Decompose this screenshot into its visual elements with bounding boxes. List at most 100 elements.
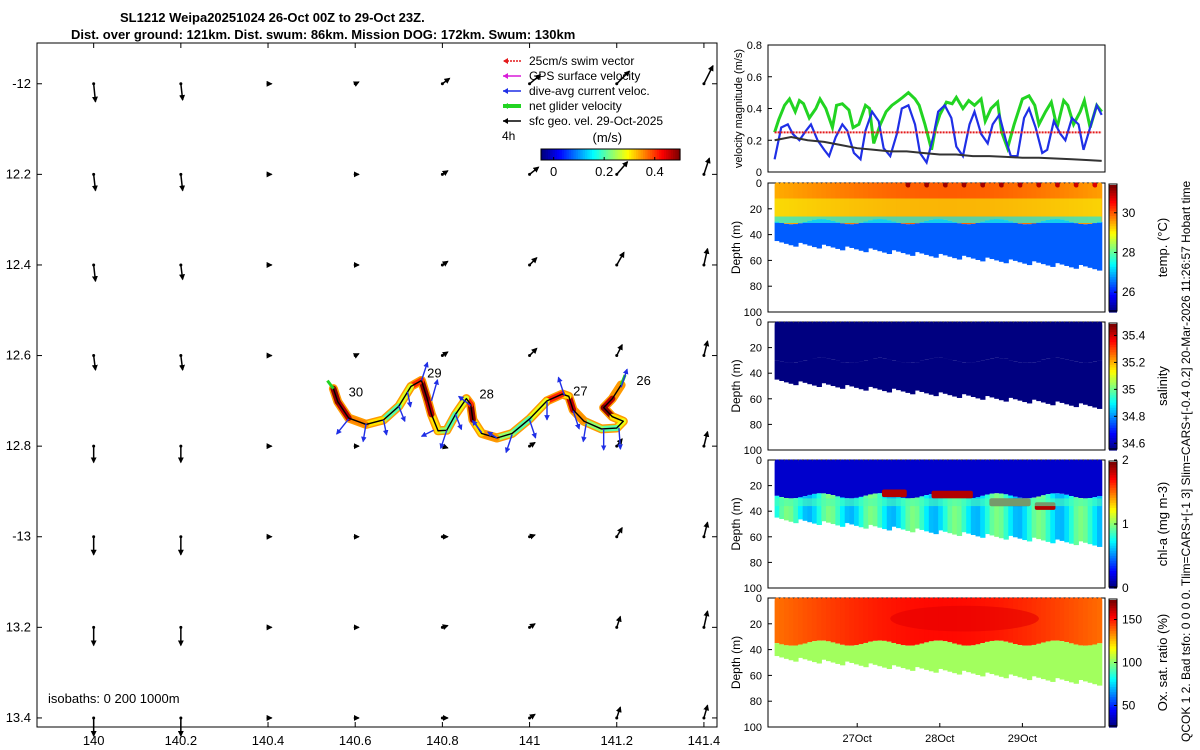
surface-sample — [830, 321, 836, 327]
surface-sample — [835, 597, 841, 603]
colorbar-cell — [1109, 195, 1117, 199]
section-y-tick-label: 60 — [750, 670, 762, 682]
surface-sample — [1073, 459, 1079, 465]
section-cell — [896, 644, 902, 667]
section-cell — [1092, 324, 1098, 362]
surface-sample — [928, 459, 935, 465]
surface-sample — [896, 459, 902, 465]
section-cell — [788, 462, 794, 499]
geo-velocity-origin — [92, 263, 96, 267]
section-cell — [1017, 324, 1023, 363]
section-cell — [844, 362, 850, 386]
section-cell — [849, 324, 855, 363]
colorbar-cell — [1109, 494, 1117, 498]
section-cell — [984, 359, 991, 397]
colorbar-cell — [1109, 434, 1117, 438]
colorbar-tick-label: 35 — [1122, 382, 1136, 396]
colorbar-cell — [1109, 444, 1117, 449]
surface-sample — [933, 597, 939, 603]
section-cell — [886, 359, 893, 393]
section-cell — [998, 640, 1005, 677]
section-cell — [933, 357, 939, 397]
section-cell — [947, 642, 953, 672]
section-cell — [788, 324, 794, 363]
section-cell — [1012, 222, 1019, 261]
geo-velocity-arrow — [179, 264, 186, 281]
colorbar-cell — [612, 149, 616, 160]
section-cell — [811, 600, 818, 642]
section-cell — [966, 498, 972, 534]
surface-sample — [1031, 459, 1037, 465]
colorbar-tick-label: 35.2 — [1122, 355, 1146, 369]
section-cell — [900, 645, 907, 669]
section-cell — [1003, 358, 1009, 402]
legend-label: sfc geo. vel. 29-Oct-2025 — [529, 114, 663, 128]
section-cell — [779, 361, 785, 381]
colorbar-cell — [1109, 522, 1117, 526]
section-cell — [779, 644, 785, 658]
section-cell — [1078, 645, 1084, 681]
colorbar-cell — [1109, 577, 1117, 582]
surface-sample — [919, 597, 925, 603]
surface-sample — [802, 182, 808, 188]
section-cell — [1087, 498, 1093, 545]
colorbar-cell — [1109, 394, 1117, 398]
section-cell — [788, 645, 794, 661]
surface-sample — [1050, 182, 1056, 188]
legend-arrowhead — [503, 58, 508, 64]
section-cell — [816, 493, 822, 525]
map-x-tick-label: 140.2 — [165, 733, 198, 748]
colorbar-cell — [1109, 683, 1117, 687]
colorbar-cell — [1109, 218, 1117, 222]
surface-sample — [835, 321, 841, 327]
colorbar-cell — [1109, 296, 1117, 300]
colorbar-cell — [1109, 344, 1117, 348]
surface-sample — [882, 182, 888, 188]
colorbar-cell — [1109, 681, 1117, 685]
colorbar-cell — [594, 149, 598, 160]
section-cell — [1012, 644, 1019, 676]
geo-velocity-origin — [92, 535, 96, 539]
colorbar-cell — [1109, 572, 1117, 576]
section-cell — [905, 362, 911, 393]
surface-sample — [1078, 182, 1084, 188]
surface-sample — [1078, 459, 1084, 465]
colorbar-cell — [1109, 627, 1117, 632]
section-cell — [858, 361, 864, 390]
colorbar-tick-label: 28 — [1122, 245, 1136, 259]
surface-sample — [1031, 321, 1037, 327]
surface-sample — [956, 321, 963, 327]
geo-velocity-origin — [179, 263, 183, 267]
surface-sample — [975, 597, 981, 603]
geo-velocity-origin — [266, 535, 270, 539]
surface-sample — [1012, 321, 1019, 327]
map-x-tick-label: 141 — [519, 733, 541, 748]
surface-sample — [905, 459, 911, 465]
section-cell — [830, 495, 836, 525]
dive-current-arrow — [420, 429, 434, 437]
velocity-ylabel: velocity magnitude (m/s) — [733, 49, 745, 168]
surface-sample — [783, 597, 790, 603]
section-cell — [1097, 643, 1103, 686]
geo-velocity-origin — [266, 263, 270, 267]
surface-sample — [989, 182, 995, 188]
section-cell — [835, 324, 841, 361]
surface-sample — [966, 597, 972, 603]
colorbar-cell — [1109, 427, 1117, 431]
section-cell — [1087, 600, 1093, 646]
dive-current-arrow — [617, 427, 623, 450]
colorbar-cell — [1109, 412, 1117, 416]
section-cell — [826, 219, 832, 247]
colorbar-cell — [589, 149, 593, 160]
section-cell — [872, 358, 879, 389]
colorbar-cell — [1109, 517, 1117, 521]
surface-sample — [947, 459, 953, 465]
geo-velocity-arrow — [703, 521, 710, 537]
colorbar-cell — [1109, 507, 1117, 511]
colorbar-cell — [1109, 721, 1117, 726]
geo-velocity-origin — [440, 354, 444, 358]
surface-sample — [886, 182, 892, 188]
section-cell — [952, 496, 958, 535]
surface-sample — [886, 459, 892, 465]
